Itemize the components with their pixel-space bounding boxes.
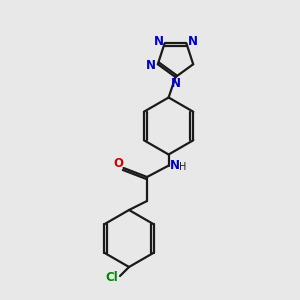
Text: N: N — [170, 76, 181, 90]
Text: Cl: Cl — [106, 271, 118, 284]
Text: O: O — [113, 157, 123, 170]
Text: N: N — [146, 59, 156, 72]
Text: H: H — [179, 162, 186, 172]
Text: N: N — [154, 35, 164, 49]
Text: N: N — [188, 35, 197, 49]
Text: N: N — [170, 159, 180, 172]
